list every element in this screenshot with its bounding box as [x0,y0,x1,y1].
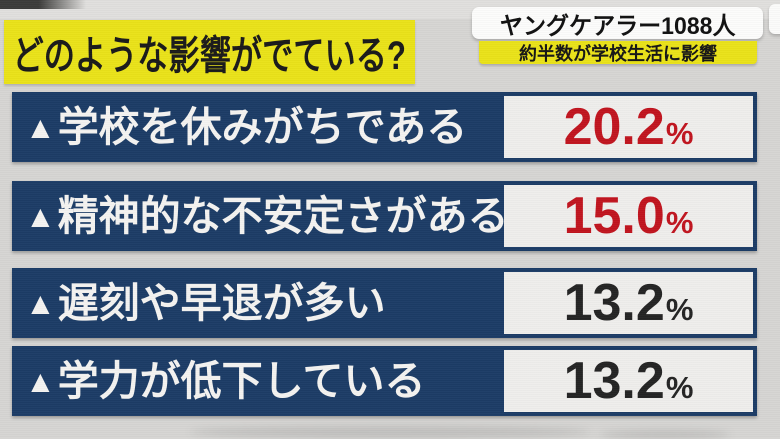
stat-value-box: 13.2% [504,272,753,334]
stat-label: ▲学力が低下している [25,346,425,416]
percent-sign: % [665,116,694,151]
bottom-shadow-artifact [600,430,730,439]
page-title: どのような影響がでている? [12,34,407,78]
stat-label-text: 学力が低下している [57,358,426,404]
stat-value: 15.0 [563,187,665,245]
survey-sample-label: ヤングケアラー1088人 [499,12,736,40]
top-left-video-artifact [0,0,86,9]
top-right-clipped-card [769,4,780,34]
stat-value-box: 20.2% [504,96,753,158]
triangle-marker-icon: ▲ [25,110,56,145]
triangle-marker-icon: ▲ [25,364,56,399]
stat-row-late-or-leaving-early: ▲遅刻や早退が多い 13.2% [12,268,757,338]
stat-label: ▲学校を休みがちである [25,92,467,162]
bottom-shadow-artifact [190,426,590,438]
percent-sign: % [665,370,694,405]
stat-label: ▲遅刻や早退が多い [25,268,386,338]
stat-value-box: 15.0% [504,185,753,247]
triangle-marker-icon: ▲ [25,286,56,321]
percent-sign: % [665,205,694,240]
stat-label-text: 精神的な不安定さがある [57,193,509,239]
stat-label: ▲精神的な不安定さがある [25,181,509,251]
stat-row-absent-from-school: ▲学校を休みがちである 20.2% [12,92,757,162]
stat-value: 20.2 [563,98,665,156]
survey-summary-strip: 約半数が学校生活に影響 [479,41,757,64]
survey-summary-label: 約半数が学校生活に影響 [519,43,717,64]
question-title-box: どのような影響がでている? [4,20,415,84]
stat-value: 13.2 [563,274,665,332]
stat-label-text: 学校を休みがちである [57,104,468,150]
stat-label-text: 遅刻や早退が多い [57,280,386,326]
survey-sample-badge: ヤングケアラー1088人 [472,7,763,40]
stat-value-box: 13.2% [504,350,753,412]
stat-value: 13.2 [563,352,665,410]
stat-row-mental-instability: ▲精神的な不安定さがある 15.0% [12,181,757,251]
stat-row-declining-grades: ▲学力が低下している 13.2% [12,346,757,416]
percent-sign: % [665,292,694,327]
triangle-marker-icon: ▲ [25,199,56,234]
